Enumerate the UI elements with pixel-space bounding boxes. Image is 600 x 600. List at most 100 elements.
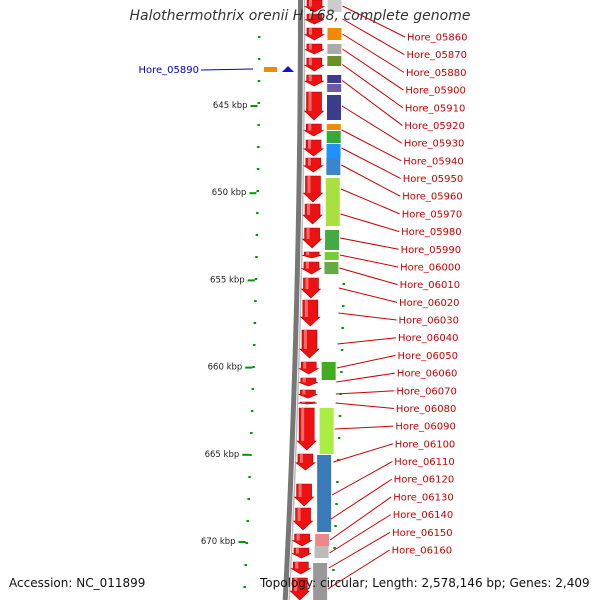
gene-label[interactable]: Hore_05860 <box>407 33 468 44</box>
gene-arrow[interactable] <box>291 533 313 547</box>
gene-label[interactable]: Hore_06030 <box>399 316 460 327</box>
gene-label[interactable]: Hore_06060 <box>397 369 458 380</box>
cog-category-bar[interactable] <box>317 455 332 532</box>
gene-label[interactable]: Hore_05880 <box>406 68 467 79</box>
scale-dot <box>256 212 259 214</box>
scale-dot <box>255 234 259 236</box>
gene-label[interactable]: Hore_06110 <box>394 457 455 468</box>
gene-arrow[interactable] <box>300 277 322 299</box>
gene-label[interactable]: Hore_05950 <box>403 174 464 185</box>
gene-label[interactable]: Hore_05960 <box>402 192 463 203</box>
gene-label[interactable]: Hore_05910 <box>405 103 466 114</box>
gene-label[interactable]: Hore_06140 <box>393 510 454 521</box>
gene-arrow[interactable] <box>300 299 321 327</box>
gene-arrow[interactable] <box>291 547 312 559</box>
selected-gene-label[interactable]: Hore_05890 <box>139 65 200 76</box>
gene-label[interactable]: Hore_06160 <box>392 546 453 557</box>
scale-dot <box>254 278 258 280</box>
cog-category-bar[interactable] <box>326 124 341 130</box>
gene-leader-line <box>342 5 406 38</box>
gene-arrow[interactable] <box>298 377 318 387</box>
gene-arrow[interactable] <box>296 407 317 451</box>
cog-category-bar[interactable] <box>326 158 341 175</box>
gene-label[interactable]: Hore_05970 <box>402 209 463 220</box>
cog-category-bar[interactable] <box>325 230 340 250</box>
gene-label[interactable]: Hore_05870 <box>406 50 467 61</box>
gene-arrow[interactable] <box>304 43 325 55</box>
cog-category-bar[interactable] <box>313 563 328 600</box>
gene-arrow[interactable] <box>292 507 314 531</box>
scale-dot <box>257 102 261 104</box>
gene-arrow[interactable] <box>298 361 320 375</box>
gene-arrow[interactable] <box>295 453 316 471</box>
gene-label[interactable]: Hore_06080 <box>396 404 457 415</box>
cog-category-bar[interactable] <box>327 0 342 12</box>
scale-dot <box>243 586 246 588</box>
scale-dot <box>342 305 345 307</box>
gene-arrow[interactable] <box>304 74 324 87</box>
scale-dot <box>340 349 344 351</box>
cog-category-bar[interactable] <box>327 28 342 40</box>
gene-label[interactable]: Hore_05920 <box>404 121 465 132</box>
scale-dot <box>335 503 338 505</box>
gene-label[interactable]: Hore_06100 <box>395 439 456 450</box>
gene-label[interactable]: Hore_06130 <box>393 492 454 503</box>
gene-label[interactable]: Hore_05940 <box>403 156 464 167</box>
gene-arrow[interactable] <box>302 203 323 225</box>
gene-label[interactable]: Hore_06120 <box>394 475 455 486</box>
cog-category-bar[interactable] <box>319 408 334 454</box>
scale-dot <box>253 322 257 324</box>
gene-arrow[interactable] <box>303 57 325 72</box>
gene-arrow[interactable] <box>299 329 320 359</box>
cog-category-bar[interactable] <box>327 95 342 120</box>
cog-category-bar[interactable] <box>321 362 336 380</box>
gene-label[interactable]: Hore_06090 <box>395 422 456 433</box>
gene-label[interactable]: Hore_06020 <box>399 298 460 309</box>
gene-leader-line <box>342 18 405 56</box>
cog-category-bar[interactable] <box>325 178 340 226</box>
gene-arrow[interactable] <box>290 561 312 575</box>
gene-label[interactable]: Hore_06000 <box>400 262 461 273</box>
cog-category-bar[interactable] <box>314 546 329 558</box>
gene-arrow[interactable] <box>303 123 325 137</box>
gene-arrow[interactable] <box>303 139 324 157</box>
gene-label[interactable]: Hore_06050 <box>397 351 458 362</box>
gene-label[interactable]: Hore_05980 <box>401 227 462 238</box>
gene-leader-line <box>336 354 396 369</box>
gene-arrow[interactable] <box>302 157 324 173</box>
cog-category-bar[interactable] <box>324 252 339 260</box>
cog-category-bar[interactable] <box>327 56 342 66</box>
gene-label[interactable]: Hore_05930 <box>404 139 465 150</box>
gene-label[interactable]: Hore_06150 <box>392 528 453 539</box>
cog-category-bar[interactable] <box>324 262 339 274</box>
gene-label[interactable]: Hore_06010 <box>400 280 461 291</box>
gene-arrow[interactable] <box>302 251 322 259</box>
cog-category-bar[interactable] <box>327 75 342 83</box>
gene-label[interactable]: Hore_06070 <box>396 386 457 397</box>
scale-dot <box>257 58 261 60</box>
gene-arrow[interactable] <box>302 175 324 203</box>
gene-label[interactable]: Hore_05900 <box>405 86 466 97</box>
selected-gene-pointer-icon <box>282 66 294 72</box>
gene-label[interactable]: Hore_05990 <box>401 245 462 256</box>
cog-category-bar[interactable] <box>326 131 341 143</box>
selected-gene-marker[interactable] <box>264 67 277 72</box>
gene-leader-line <box>341 129 402 162</box>
cog-category-bar[interactable] <box>315 534 330 546</box>
gene-arrow[interactable] <box>303 27 326 41</box>
gene-arrow[interactable] <box>301 227 323 249</box>
selected-gene-leader-line <box>200 68 254 71</box>
gene-arrow[interactable] <box>303 91 325 121</box>
cog-category-bar[interactable] <box>326 144 341 158</box>
cog-category-bar[interactable] <box>327 44 342 54</box>
gene-arrow[interactable] <box>300 261 323 275</box>
scale-dot <box>256 168 260 170</box>
gene-label[interactable]: Hore_06040 <box>398 333 459 344</box>
gene-arrow[interactable] <box>298 389 318 399</box>
cog-category-bar[interactable] <box>327 84 342 92</box>
gene-arrow[interactable] <box>298 401 318 405</box>
gene-arrow[interactable] <box>293 483 315 507</box>
scale-dot <box>332 569 335 571</box>
